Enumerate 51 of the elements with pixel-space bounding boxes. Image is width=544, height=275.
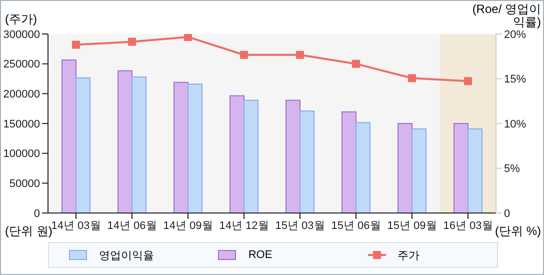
x-tick-label: 14년 12월 — [219, 220, 269, 232]
bar — [230, 95, 244, 213]
y2-tick-label: 15% — [504, 74, 526, 86]
bar — [62, 59, 76, 213]
bar — [342, 111, 356, 213]
point — [408, 74, 416, 82]
y-tick-label: 100000 — [3, 148, 40, 160]
bar — [398, 123, 412, 213]
y2-tick-label: 20% — [504, 28, 526, 41]
x-tick-label: 16년 03월 — [443, 220, 493, 232]
bar — [300, 110, 314, 213]
bar — [356, 122, 370, 213]
point — [464, 77, 472, 86]
y-tick-label: 50000 — [9, 178, 40, 190]
y2-tick-label: 10% — [504, 118, 526, 130]
x-tick-label: 15년 09월 — [387, 220, 437, 232]
point — [296, 50, 304, 59]
text: (단위 %) — [495, 223, 541, 240]
x-tick-label: 15년 03월 — [275, 220, 325, 232]
point — [184, 34, 192, 41]
legend-label: ROE — [248, 249, 272, 261]
legend-label: 영업이익율 — [99, 248, 154, 262]
y2-tick-label: 5% — [504, 163, 520, 176]
bar — [244, 100, 258, 213]
bar — [412, 128, 426, 213]
y-axis-title: (주가) — [5, 11, 37, 28]
point — [72, 40, 80, 49]
bar — [118, 70, 132, 213]
y-tick-label: 250000 — [3, 58, 40, 71]
y2-axis-title: (Roe/ 영업이익률) — [471, 2, 541, 29]
legend-label: 주가 — [398, 248, 420, 262]
x-tick-label: 15년 06월 — [331, 220, 381, 232]
y-tick-label: 300000 — [3, 28, 40, 41]
y-tick-label: 200000 — [3, 88, 40, 101]
x-tick-label: 14년 09월 — [163, 220, 213, 232]
point — [352, 60, 360, 68]
bar — [286, 100, 300, 213]
text: (단위 원) — [5, 224, 52, 240]
bar — [188, 84, 202, 213]
x-tick-label: 14년 06월 — [107, 220, 157, 232]
x-tick-label: 14년 03월 — [51, 220, 101, 232]
bar — [174, 82, 188, 213]
y-tick-label: 0 — [34, 208, 40, 220]
y-tick-label: 150000 — [3, 118, 40, 130]
point — [128, 38, 136, 46]
bar — [76, 77, 90, 213]
y2-tick-label: 0 — [504, 208, 510, 220]
bar — [468, 128, 482, 213]
point — [240, 50, 248, 59]
bar — [454, 123, 468, 213]
bar — [132, 76, 146, 213]
